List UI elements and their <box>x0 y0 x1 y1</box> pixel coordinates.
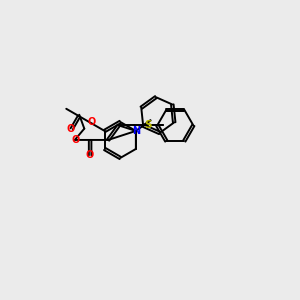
Text: S: S <box>145 120 152 130</box>
Text: O: O <box>88 117 96 128</box>
Text: N: N <box>132 126 140 136</box>
Text: O: O <box>86 150 94 160</box>
Text: O: O <box>66 124 75 134</box>
Text: O: O <box>72 135 80 145</box>
